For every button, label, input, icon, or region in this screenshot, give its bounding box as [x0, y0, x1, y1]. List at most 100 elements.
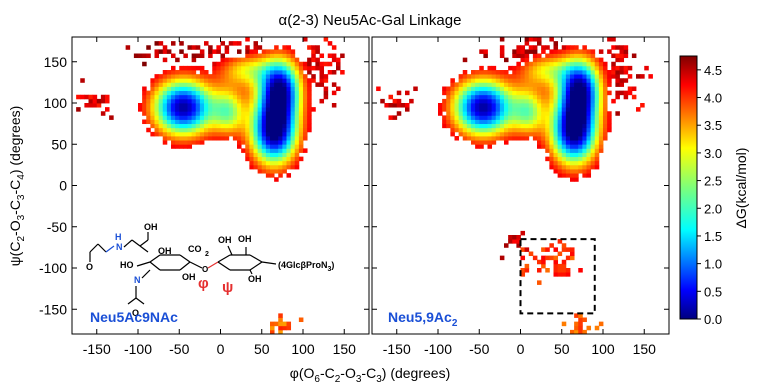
heat-cell — [270, 164, 275, 170]
heat-cell — [294, 70, 300, 75]
heat-cell — [574, 111, 579, 116]
heat-cell — [261, 140, 267, 145]
heat-cell — [603, 136, 608, 141]
heat-cell — [208, 74, 213, 79]
heat-cell — [76, 107, 81, 112]
heat-cell — [475, 78, 480, 83]
heat-cell — [508, 127, 513, 133]
heat-cell — [557, 144, 563, 149]
heat-cell — [220, 74, 226, 79]
heat-cell — [574, 107, 579, 112]
heat-cell — [524, 115, 530, 120]
heat-cell — [557, 272, 563, 277]
heat-cell — [257, 148, 263, 153]
heat-cell — [458, 103, 464, 108]
heat-cell — [253, 53, 259, 59]
heat-cell — [224, 119, 230, 125]
heat-cell — [92, 103, 98, 108]
heat-cell — [454, 111, 460, 116]
heat-cell — [162, 131, 168, 137]
heat-cell — [237, 70, 242, 75]
heat-cell — [532, 119, 538, 125]
heat-cell — [282, 82, 287, 87]
heat-cell — [290, 90, 296, 96]
heat-cell — [570, 177, 575, 182]
heat-cell — [249, 123, 254, 129]
heat-cell — [561, 247, 567, 252]
heat-cell — [228, 86, 234, 92]
heat-cell — [216, 49, 221, 54]
heat-cell — [220, 111, 226, 116]
heat-cell — [278, 156, 283, 162]
heat-cell — [570, 65, 575, 71]
atom-label: O — [86, 262, 93, 272]
heat-cell — [261, 148, 267, 153]
heat-cell — [294, 136, 300, 141]
heat-cell — [270, 53, 275, 59]
heat-cell — [446, 107, 451, 112]
colorbar-tick-label: 0.5 — [704, 284, 722, 299]
heat-cell — [524, 78, 530, 83]
heat-cell — [175, 140, 180, 145]
heat-cell — [261, 123, 267, 129]
heat-cell — [603, 127, 608, 133]
heat-cell — [237, 57, 242, 63]
bond — [149, 261, 161, 271]
heat-cell — [466, 103, 472, 108]
heat-cell — [627, 74, 633, 79]
heat-cell — [636, 74, 641, 79]
heat-cell — [561, 243, 567, 248]
heat-cell — [565, 144, 571, 149]
bond — [207, 261, 219, 269]
heat-cell — [154, 49, 160, 54]
heat-cell — [582, 148, 587, 153]
heat-cell — [245, 74, 250, 79]
heat-cell — [561, 152, 567, 158]
heat-cell — [520, 127, 526, 133]
bond — [123, 239, 133, 248]
heat-cell — [290, 70, 296, 75]
heat-cell — [549, 123, 554, 129]
heat-cell — [532, 136, 538, 141]
heat-cell — [516, 82, 521, 87]
heat-cell — [278, 164, 283, 170]
heat-cell — [336, 86, 341, 92]
heat-cell — [142, 90, 147, 96]
heat-cell — [570, 329, 575, 334]
heat-cell — [545, 136, 550, 141]
heat-cell — [286, 119, 292, 125]
heat-cell — [171, 74, 176, 79]
heat-cell — [471, 136, 476, 141]
heat-cell — [290, 127, 296, 133]
heat-cell — [565, 272, 571, 277]
heat-cell — [516, 119, 521, 125]
heat-cell — [578, 98, 583, 104]
heat-cell — [303, 90, 308, 96]
heat-cell — [607, 82, 612, 87]
heat-cell — [504, 70, 509, 75]
heat-cell — [228, 94, 234, 100]
heat-cell — [224, 127, 230, 133]
heat-cell — [191, 82, 197, 87]
heat-cell — [528, 82, 534, 87]
heat-cell — [282, 65, 287, 71]
heat-cell — [274, 94, 279, 100]
heat-cell — [495, 82, 501, 87]
heat-cell — [228, 131, 234, 137]
heat-cell — [549, 78, 554, 83]
heat-cell — [586, 169, 592, 174]
heat-cell — [574, 131, 579, 137]
heat-cell — [179, 127, 184, 133]
heat-cell — [586, 173, 592, 178]
heat-cell — [553, 169, 559, 174]
heat-cell — [499, 78, 505, 83]
heat-cell — [561, 61, 567, 67]
heat-cell — [245, 82, 250, 87]
heat-cell — [265, 127, 271, 133]
heat-cell — [228, 107, 234, 112]
heat-cell — [520, 123, 526, 129]
heat-cell — [462, 90, 468, 96]
heat-cell — [245, 45, 250, 50]
heat-cell — [586, 70, 592, 75]
